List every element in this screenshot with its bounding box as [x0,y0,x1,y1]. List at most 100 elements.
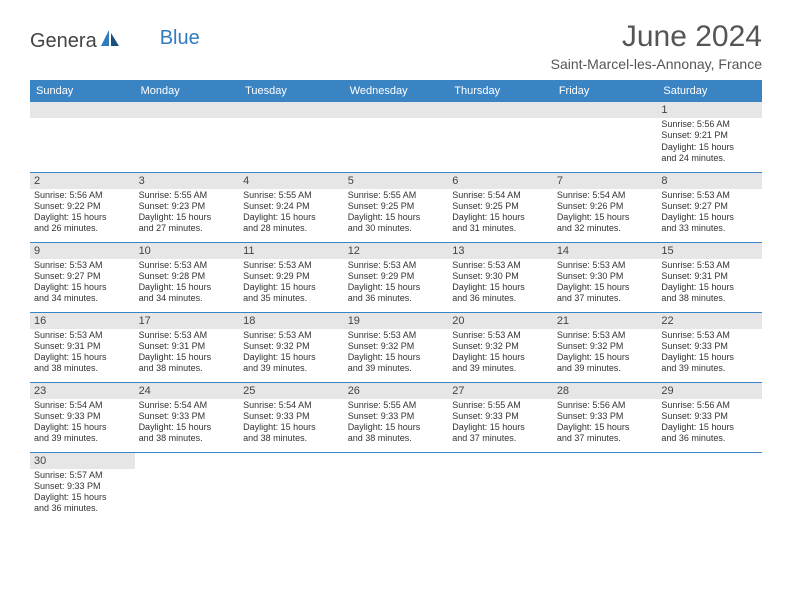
day-number: 19 [344,313,449,329]
calendar-day-cell: 12Sunrise: 5:53 AMSunset: 9:29 PMDayligh… [344,242,449,312]
daylight-text: Daylight: 15 hours [139,212,236,223]
daylight-text: and 31 minutes. [452,223,549,234]
daylight-text: and 34 minutes. [139,293,236,304]
sunrise-text: Sunrise: 5:54 AM [139,400,236,411]
daylight-text: and 36 minutes. [452,293,549,304]
calendar-day-cell: 9Sunrise: 5:53 AMSunset: 9:27 PMDaylight… [30,242,135,312]
daylight-text: Daylight: 15 hours [243,352,340,363]
sunset-text: Sunset: 9:33 PM [557,411,654,422]
daylight-text: Daylight: 15 hours [243,422,340,433]
daylight-text: Daylight: 15 hours [243,282,340,293]
calendar-day-cell [344,452,449,522]
daylight-text: Daylight: 15 hours [557,422,654,433]
day-number: 17 [135,313,240,329]
calendar-day-cell: 1Sunrise: 5:56 AMSunset: 9:21 PMDaylight… [657,102,762,172]
calendar-day-cell: 6Sunrise: 5:54 AMSunset: 9:25 PMDaylight… [448,172,553,242]
daylight-text: and 24 minutes. [661,153,758,164]
calendar-day-cell [553,102,658,172]
daylight-text: and 38 minutes. [139,363,236,374]
sunrise-text: Sunrise: 5:53 AM [557,260,654,271]
sunrise-text: Sunrise: 5:53 AM [243,330,340,341]
logo-text-1: Genera [30,30,97,53]
month-title: June 2024 [551,20,762,54]
calendar-day-cell [239,452,344,522]
day-number: 4 [239,173,344,189]
daylight-text: and 39 minutes. [34,433,131,444]
weekday-header: Monday [135,80,240,102]
calendar-day-cell: 4Sunrise: 5:55 AMSunset: 9:24 PMDaylight… [239,172,344,242]
calendar-day-cell: 28Sunrise: 5:56 AMSunset: 9:33 PMDayligh… [553,382,658,452]
sunrise-text: Sunrise: 5:56 AM [557,400,654,411]
daylight-text: Daylight: 15 hours [34,212,131,223]
daylight-text: and 38 minutes. [139,433,236,444]
empty-daynum-bar [448,102,553,118]
calendar-day-cell: 19Sunrise: 5:53 AMSunset: 9:32 PMDayligh… [344,312,449,382]
daylight-text: and 35 minutes. [243,293,340,304]
calendar-day-cell: 7Sunrise: 5:54 AMSunset: 9:26 PMDaylight… [553,172,658,242]
day-number: 5 [344,173,449,189]
daylight-text: Daylight: 15 hours [661,142,758,153]
empty-daynum-bar [553,102,658,118]
daylight-text: and 38 minutes. [348,433,445,444]
sunset-text: Sunset: 9:33 PM [243,411,340,422]
day-number: 1 [657,102,762,118]
daylight-text: Daylight: 15 hours [661,352,758,363]
sunset-text: Sunset: 9:29 PM [348,271,445,282]
sunset-text: Sunset: 9:23 PM [139,201,236,212]
daylight-text: Daylight: 15 hours [139,282,236,293]
daylight-text: Daylight: 15 hours [139,422,236,433]
empty-daynum-bar [30,102,135,118]
sunrise-text: Sunrise: 5:53 AM [661,190,758,201]
day-number: 22 [657,313,762,329]
sunrise-text: Sunrise: 5:55 AM [243,190,340,201]
daylight-text: and 32 minutes. [557,223,654,234]
daylight-text: Daylight: 15 hours [348,352,445,363]
sunset-text: Sunset: 9:25 PM [348,201,445,212]
calendar-day-cell: 2Sunrise: 5:56 AMSunset: 9:22 PMDaylight… [30,172,135,242]
daylight-text: and 37 minutes. [557,293,654,304]
daylight-text: and 38 minutes. [34,363,131,374]
daylight-text: Daylight: 15 hours [557,212,654,223]
sunset-text: Sunset: 9:33 PM [452,411,549,422]
daylight-text: Daylight: 15 hours [661,422,758,433]
calendar-day-cell: 16Sunrise: 5:53 AMSunset: 9:31 PMDayligh… [30,312,135,382]
calendar-day-cell [135,452,240,522]
day-number: 13 [448,243,553,259]
sunrise-text: Sunrise: 5:55 AM [348,190,445,201]
sunset-text: Sunset: 9:32 PM [348,341,445,352]
sunrise-text: Sunrise: 5:53 AM [139,330,236,341]
daylight-text: Daylight: 15 hours [34,422,131,433]
day-number: 18 [239,313,344,329]
daylight-text: Daylight: 15 hours [557,352,654,363]
sunset-text: Sunset: 9:30 PM [557,271,654,282]
calendar-week-row: 1Sunrise: 5:56 AMSunset: 9:21 PMDaylight… [30,102,762,172]
calendar-day-cell: 15Sunrise: 5:53 AMSunset: 9:31 PMDayligh… [657,242,762,312]
sunset-text: Sunset: 9:26 PM [557,201,654,212]
sail-icon [99,28,121,54]
sunset-text: Sunset: 9:33 PM [348,411,445,422]
daylight-text: and 36 minutes. [34,503,131,514]
calendar-week-row: 2Sunrise: 5:56 AMSunset: 9:22 PMDaylight… [30,172,762,242]
daylight-text: and 38 minutes. [243,433,340,444]
sunset-text: Sunset: 9:22 PM [34,201,131,212]
sunrise-text: Sunrise: 5:56 AM [661,400,758,411]
calendar-day-cell [657,452,762,522]
calendar-day-cell: 5Sunrise: 5:55 AMSunset: 9:25 PMDaylight… [344,172,449,242]
sunrise-text: Sunrise: 5:53 AM [243,260,340,271]
calendar-day-cell: 18Sunrise: 5:53 AMSunset: 9:32 PMDayligh… [239,312,344,382]
calendar-day-cell [448,102,553,172]
sunrise-text: Sunrise: 5:55 AM [139,190,236,201]
daylight-text: and 27 minutes. [139,223,236,234]
weekday-header: Wednesday [344,80,449,102]
daylight-text: Daylight: 15 hours [34,282,131,293]
calendar-week-row: 9Sunrise: 5:53 AMSunset: 9:27 PMDaylight… [30,242,762,312]
calendar-body: 1Sunrise: 5:56 AMSunset: 9:21 PMDaylight… [30,102,762,522]
daylight-text: Daylight: 15 hours [139,352,236,363]
weekday-header: Tuesday [239,80,344,102]
daylight-text: and 39 minutes. [452,363,549,374]
empty-daynum-bar [344,102,449,118]
calendar-day-cell: 25Sunrise: 5:54 AMSunset: 9:33 PMDayligh… [239,382,344,452]
daylight-text: and 33 minutes. [661,223,758,234]
calendar-day-cell [239,102,344,172]
day-number: 11 [239,243,344,259]
